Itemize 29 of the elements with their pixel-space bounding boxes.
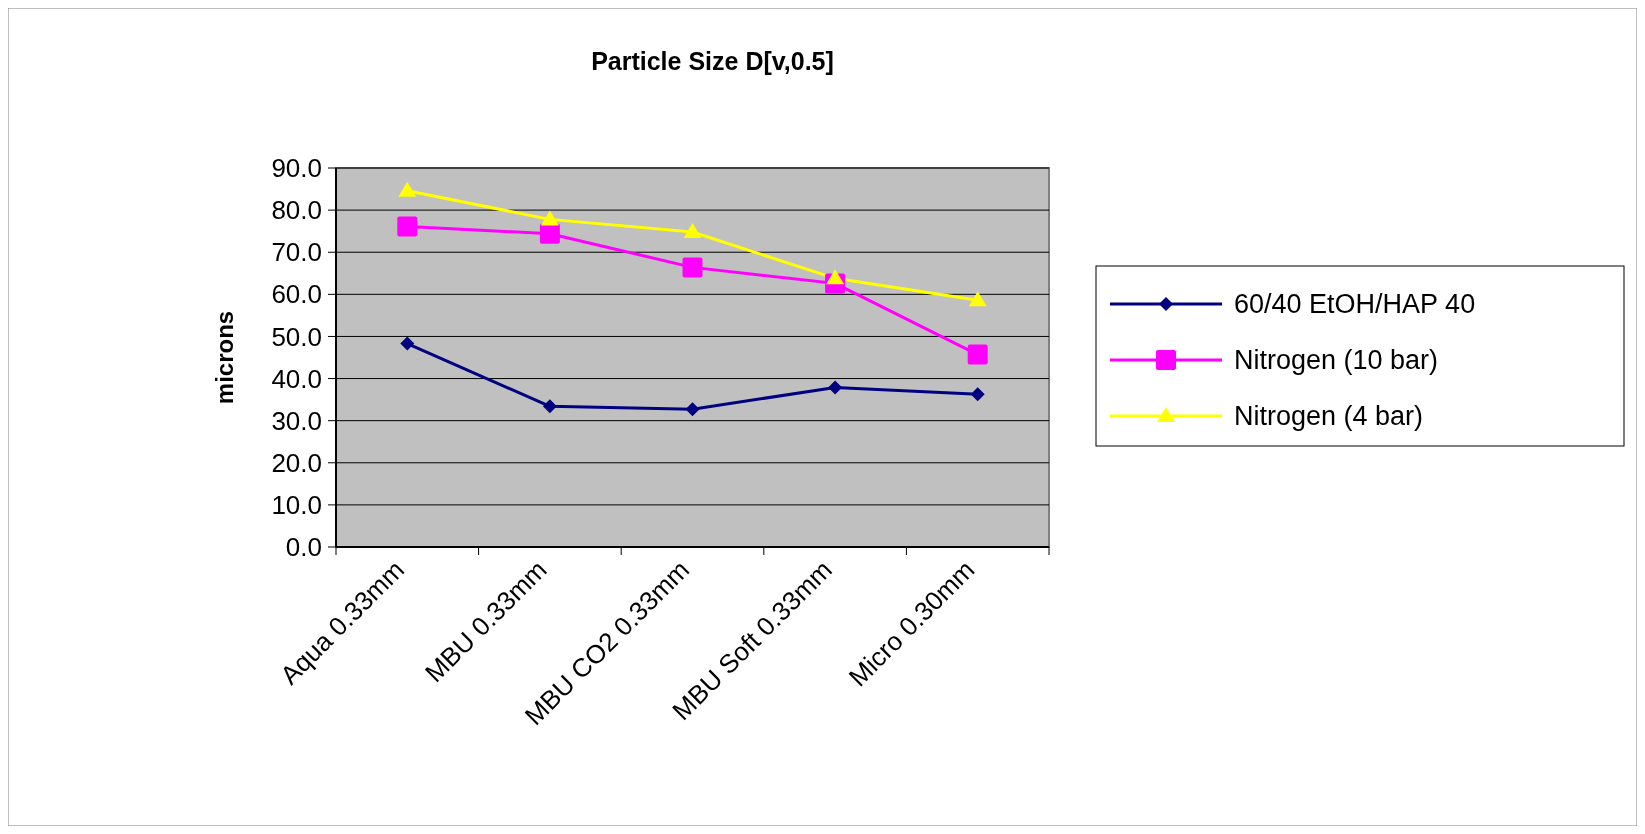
y-tick-label: 50.0	[271, 321, 322, 352]
legend-label: 60/40 EtOH/HAP 40	[1234, 289, 1476, 320]
point	[539, 223, 560, 244]
y-tick-label: 80.0	[271, 195, 322, 226]
point	[683, 223, 702, 239]
point	[967, 344, 988, 365]
point	[398, 181, 417, 197]
point	[685, 402, 700, 417]
point	[542, 399, 557, 414]
legend-label: Nitrogen (4 bar)	[1234, 401, 1424, 432]
y-tick-label: 30.0	[271, 405, 322, 436]
point	[682, 257, 703, 278]
y-tick-label: 10.0	[271, 489, 322, 520]
legend-label: Nitrogen (10 bar)	[1234, 345, 1439, 376]
point	[400, 336, 415, 351]
y-tick-label: 70.0	[271, 237, 322, 268]
y-tick-label: 90.0	[271, 153, 322, 184]
point	[828, 380, 843, 395]
y-axis-title: microns	[211, 310, 238, 405]
point	[397, 216, 418, 237]
y-tick-label: 20.0	[271, 447, 322, 478]
y-tick-label: 60.0	[271, 279, 322, 310]
point	[968, 291, 987, 307]
point	[970, 387, 985, 402]
point	[826, 269, 845, 285]
point	[540, 210, 559, 226]
y-tick-label: 40.0	[271, 363, 322, 394]
chart-title: Particle Size D[v,0.5]	[591, 47, 834, 75]
y-tick-label: 0.0	[285, 532, 322, 563]
